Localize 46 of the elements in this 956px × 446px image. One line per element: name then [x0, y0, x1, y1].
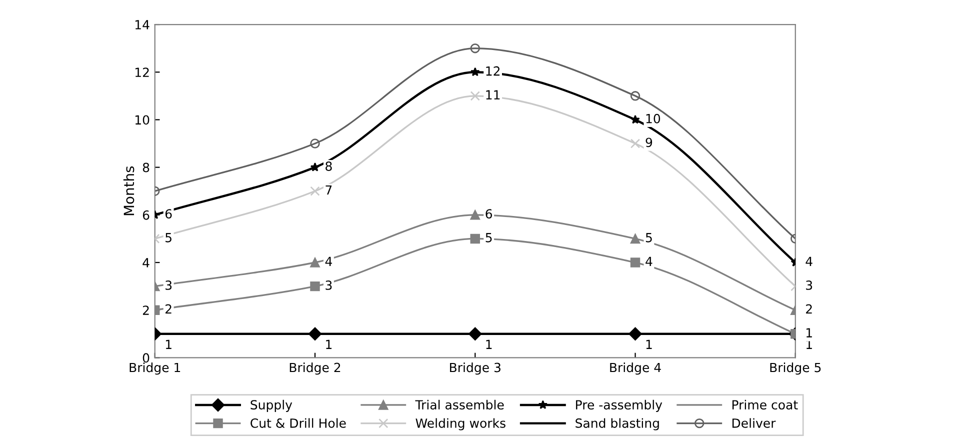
data-label: 9	[646, 138, 652, 148]
legend-label: Prime coat	[732, 400, 798, 410]
data-label: 5	[646, 233, 652, 242]
x-tick-label: Bridge 1	[130, 362, 180, 375]
legend-label: Supply	[250, 400, 292, 412]
x-tick-label: Bridge 5	[770, 362, 821, 375]
y-tick-label: 14	[135, 20, 150, 30]
data-label: 3	[806, 280, 812, 290]
legend-label: Sand blasting	[576, 418, 659, 430]
data-label: 11	[486, 90, 500, 100]
data-label: 1	[166, 340, 172, 349]
data-label: 2	[166, 304, 172, 314]
data-label: 6	[486, 209, 492, 219]
legend-label: Pre -assembly	[576, 400, 662, 412]
y-tick-label: 8	[142, 162, 150, 172]
data-label: 5	[486, 233, 492, 242]
legend-label: Deliver	[732, 418, 776, 428]
y-tick-label: 4	[142, 258, 150, 268]
y-tick-label: 2	[142, 306, 149, 315]
data-label: 5	[166, 233, 172, 242]
x-tick-label: Bridge 4	[610, 362, 661, 375]
data-label: 6	[165, 209, 172, 219]
data-label: 10	[646, 114, 660, 124]
x-tick-label: Bridge 2	[290, 362, 340, 375]
data-label: 4	[806, 256, 812, 266]
data-label: 1	[486, 340, 492, 349]
legend-label: Trial assemble	[415, 400, 504, 410]
data-label: 2	[806, 304, 812, 314]
data-label: 4	[325, 256, 332, 266]
data-label: 1	[646, 340, 652, 349]
data-label: 4	[646, 256, 652, 266]
data-label: 3	[326, 280, 332, 290]
y-tick-label: 12	[135, 68, 149, 77]
data-label: 8	[326, 161, 332, 171]
x-tick-label: Bridge 3	[450, 362, 500, 375]
data-label: 7	[326, 185, 332, 195]
data-label: 12	[486, 66, 500, 76]
legend-label: Welding works	[416, 418, 506, 430]
y-tick-label: 10	[135, 115, 150, 125]
y-axis-title: Months	[123, 166, 134, 216]
data-label: 1	[326, 340, 332, 349]
legend-label: Cut & Drill Hole	[250, 418, 346, 428]
y-tick-label: 0	[142, 353, 150, 363]
y-tick-label: 6	[142, 210, 150, 220]
data-label: 3	[166, 280, 172, 290]
data-label: 1	[806, 328, 812, 338]
